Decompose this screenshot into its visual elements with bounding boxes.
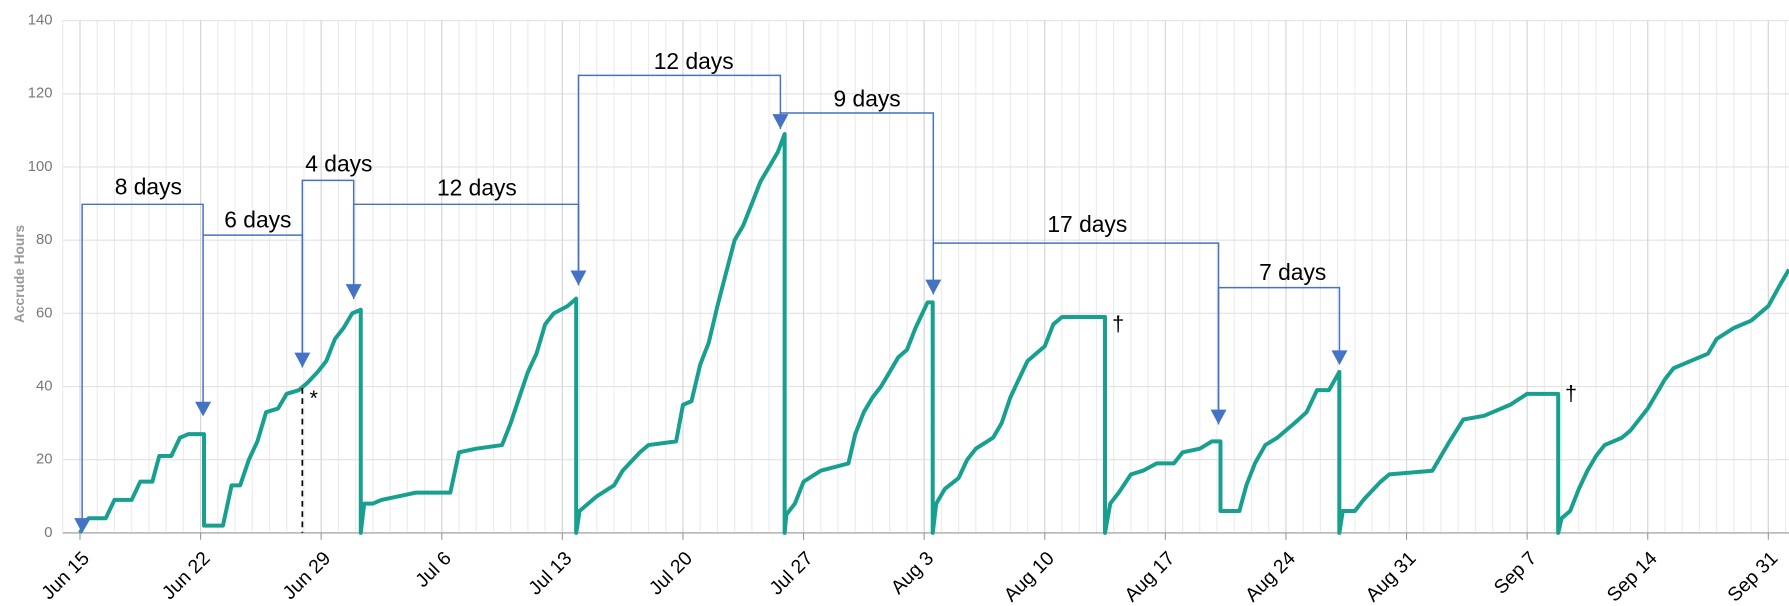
x-tick-label: Jul 13 xyxy=(524,547,576,599)
x-tick-label: Sep 14 xyxy=(1603,547,1662,606)
annotation: 6 days xyxy=(224,206,291,232)
x-tick-label: Jun 29 xyxy=(278,547,335,604)
y-tick-label: 140 xyxy=(28,13,53,29)
bracket xyxy=(301,179,355,368)
x-tick-label: Aug 3 xyxy=(887,547,938,598)
marker: † xyxy=(1565,381,1577,406)
marker: * xyxy=(310,385,319,410)
bracket xyxy=(779,112,935,281)
arrowhead xyxy=(195,401,212,417)
x-tick-label: Sep 31 xyxy=(1723,547,1782,606)
x-tick-label: Aug 31 xyxy=(1362,547,1421,606)
y-tick-label: 80 xyxy=(36,232,52,248)
annotation: 9 days xyxy=(834,86,901,112)
x-tick-label: Jul 27 xyxy=(765,547,817,599)
y-tick-label: 20 xyxy=(36,452,52,468)
x-tick-label: Jun 22 xyxy=(158,547,215,604)
arrowhead xyxy=(1331,350,1348,366)
y-tick-label: 60 xyxy=(36,305,52,321)
annotation: 12 days xyxy=(437,175,517,201)
x-tick-label: Jun 15 xyxy=(37,547,94,604)
x-tick-label: Aug 24 xyxy=(1241,547,1300,606)
annotation: 17 days xyxy=(1047,211,1127,237)
x-tick-label: Sep 7 xyxy=(1490,547,1541,598)
y-tick-label: 40 xyxy=(36,378,52,394)
y-tick-label: 100 xyxy=(28,159,53,175)
annotation: 8 days xyxy=(115,173,182,199)
x-tick-label: Jul 6 xyxy=(411,547,456,592)
bracket xyxy=(577,74,782,286)
x-tick-label: Aug 17 xyxy=(1120,547,1179,606)
bracket xyxy=(81,203,204,520)
y-tick-label: 120 xyxy=(28,86,53,102)
x-tick-label: Jul 20 xyxy=(645,547,697,599)
bracket xyxy=(1217,286,1341,425)
y-axis-label: Accrude Hours xyxy=(12,224,27,323)
annotation: 7 days xyxy=(1259,259,1326,285)
y-tick-label: 0 xyxy=(44,525,52,541)
data-line xyxy=(78,132,1789,535)
annotation: 4 days xyxy=(305,151,372,177)
annotation: 12 days xyxy=(654,48,734,74)
marker: † xyxy=(1112,311,1124,336)
arrowhead xyxy=(74,518,91,533)
x-tick-label: Aug 10 xyxy=(1000,547,1059,606)
